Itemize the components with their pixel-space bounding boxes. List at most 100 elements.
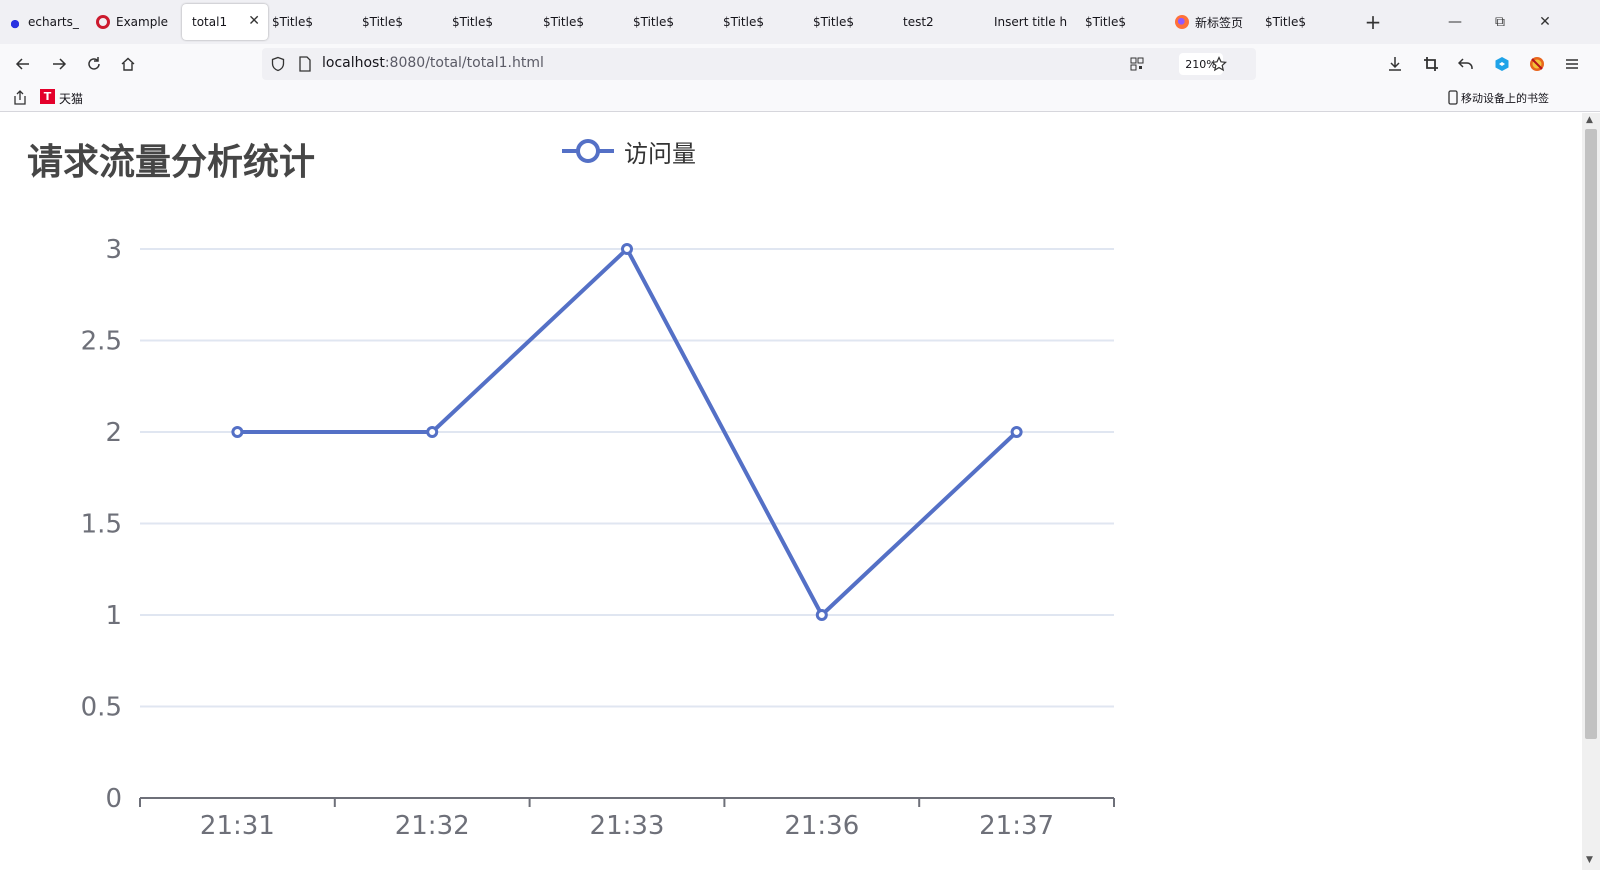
y-tick-label: 2 [105, 418, 122, 448]
tab[interactable]: $Title$ [452, 4, 534, 40]
tab-label: Insert title h [994, 15, 1068, 29]
bookmark-tmall-label: 天猫 [59, 92, 84, 106]
close-window-icon[interactable]: ✕ [1539, 14, 1551, 30]
restore-window-icon[interactable]: ⧉ [1495, 14, 1505, 30]
data-point[interactable] [231, 426, 244, 438]
extension-cube-icon [1495, 57, 1509, 71]
extension-button-2[interactable] [1523, 50, 1551, 78]
tab-strip: echarts_ Example total1 ✕ $Title$ $Title$ $Tit… [0, 0, 1600, 44]
x-tick-label: 21:36 [784, 811, 859, 841]
y-tick-label: 1.5 [81, 510, 122, 540]
tab[interactable]: $Title$ [723, 4, 805, 40]
scroll-up-arrow-icon[interactable]: ▲ [1586, 115, 1593, 125]
close-tab-icon[interactable]: ✕ [248, 13, 260, 29]
legend-label: 访问量 [624, 139, 696, 168]
tab-label: $Title$ [633, 15, 674, 29]
reload-button[interactable] [80, 50, 108, 78]
tab-label: $Title$ [362, 15, 403, 29]
tab[interactable]: $Title$ [1085, 4, 1167, 40]
tab-label: test2 [903, 15, 934, 29]
crop-icon [1424, 57, 1438, 71]
no-sign-extension-icon [1530, 57, 1544, 71]
tab[interactable]: total1 ✕ [182, 4, 268, 40]
tab-label: $Title$ [452, 15, 493, 29]
navigation-toolbar: localhost:8080/total/total1.html 210% [0, 44, 1600, 84]
x-axis-labels: 21:31 21:32 21:33 21:36 21:37 [200, 811, 1054, 841]
tab[interactable]: $Title$ [543, 4, 625, 40]
data-point[interactable] [815, 609, 828, 621]
tab-label: $Title$ [813, 15, 854, 29]
tab[interactable]: echarts_ [8, 4, 88, 40]
mobile-bookmarks-folder[interactable]: 移动设备上的书签 [1448, 88, 1562, 108]
extension-button[interactable] [1488, 50, 1516, 78]
bookmark-tmall[interactable]: T 天猫 [40, 88, 90, 108]
y-axis-labels: 0 0.5 1 1.5 2 2.5 3 [81, 235, 122, 814]
tab-label: $Title$ [1085, 15, 1126, 29]
qr-code-icon[interactable] [1130, 57, 1144, 71]
url-text[interactable]: localhost:8080/total/total1.html [322, 55, 544, 71]
url-path: :8080/total/total1.html [384, 55, 544, 71]
page-content: 请求流量分析统计 访问量 0 0.5 1 1.5 2 2.5 3 21:31 21:32 21:… [0, 113, 1582, 870]
home-icon [121, 57, 135, 71]
y-tick-label: 1 [105, 601, 122, 631]
data-point[interactable] [1010, 426, 1023, 438]
scrollbar-thumb[interactable] [1585, 129, 1597, 739]
tab[interactable]: 新标签页 [1175, 4, 1261, 40]
tab[interactable]: test2 [903, 4, 985, 40]
tab-label: $Title$ [723, 15, 764, 29]
tab-label: 新标签页 [1195, 15, 1244, 30]
tab[interactable]: $Title$ [272, 4, 354, 40]
tab[interactable]: Insert title h [994, 4, 1074, 40]
opera-icon [96, 15, 110, 29]
home-button[interactable] [114, 50, 142, 78]
tracking-shield-icon[interactable] [270, 56, 286, 72]
new-tab-button[interactable]: + [1364, 10, 1382, 34]
mobile-bookmarks-label: 移动设备上的书签 [1461, 92, 1549, 105]
line-chart-plot: 0 0.5 1 1.5 2 2.5 3 21:31 21:32 21:33 21:36 21:37 [81, 235, 1115, 841]
address-bar[interactable]: localhost:8080/total/total1.html 210% [262, 48, 1256, 80]
bookmarks-toolbar: T 天猫 移动设备上的书签 [0, 84, 1600, 112]
y-tick-label: 0 [105, 784, 122, 814]
download-icon [1389, 57, 1401, 71]
tab[interactable]: Example [96, 4, 172, 40]
import-bookmarks-icon[interactable] [12, 90, 28, 106]
x-axis [139, 797, 1115, 807]
undo-icon [1458, 58, 1473, 69]
paw-icon [8, 15, 22, 29]
tab[interactable]: $Title$ [633, 4, 715, 40]
back-button[interactable] [9, 50, 37, 78]
bookmark-star-icon[interactable] [1211, 56, 1227, 72]
forward-button[interactable] [45, 50, 73, 78]
reload-icon [88, 57, 100, 70]
page-info-icon[interactable] [298, 56, 312, 72]
url-host: localhost [322, 55, 385, 71]
forward-arrow-icon [53, 58, 67, 70]
undo-close-button[interactable] [1452, 50, 1480, 78]
y-tick-label: 3 [105, 235, 122, 265]
tab-label: echarts_ [28, 15, 79, 29]
tab[interactable]: $Title$ [1265, 4, 1347, 40]
scroll-down-arrow-icon[interactable]: ▼ [1586, 855, 1593, 865]
zoom-level-button[interactable]: 210% [1179, 53, 1223, 75]
screenshot-button[interactable] [1417, 50, 1445, 78]
y-tick-label: 2.5 [81, 327, 122, 357]
tab[interactable]: $Title$ [362, 4, 444, 40]
x-tick-label: 21:31 [200, 811, 275, 841]
hamburger-menu-icon [1566, 59, 1578, 69]
minimize-window-icon[interactable]: — [1448, 14, 1462, 30]
tab-label: $Title$ [1265, 15, 1306, 29]
data-point[interactable] [621, 243, 633, 255]
chart-title: 请求流量分析统计 [27, 142, 316, 183]
downloads-button[interactable] [1381, 50, 1409, 78]
x-tick-label: 21:37 [979, 811, 1054, 841]
tab[interactable]: $Title$ [813, 4, 895, 40]
x-tick-label: 21:33 [590, 811, 665, 841]
x-tick-label: 21:32 [395, 811, 470, 841]
series-line[interactable] [231, 243, 1023, 621]
chart-legend[interactable]: 访问量 [562, 135, 696, 168]
data-point[interactable] [426, 426, 439, 438]
vertical-scrollbar[interactable]: ▲ ▼ [1582, 113, 1600, 870]
app-menu-button[interactable] [1558, 50, 1586, 78]
tab-label: Example [116, 15, 169, 29]
legend-line-circle-icon [562, 139, 614, 163]
